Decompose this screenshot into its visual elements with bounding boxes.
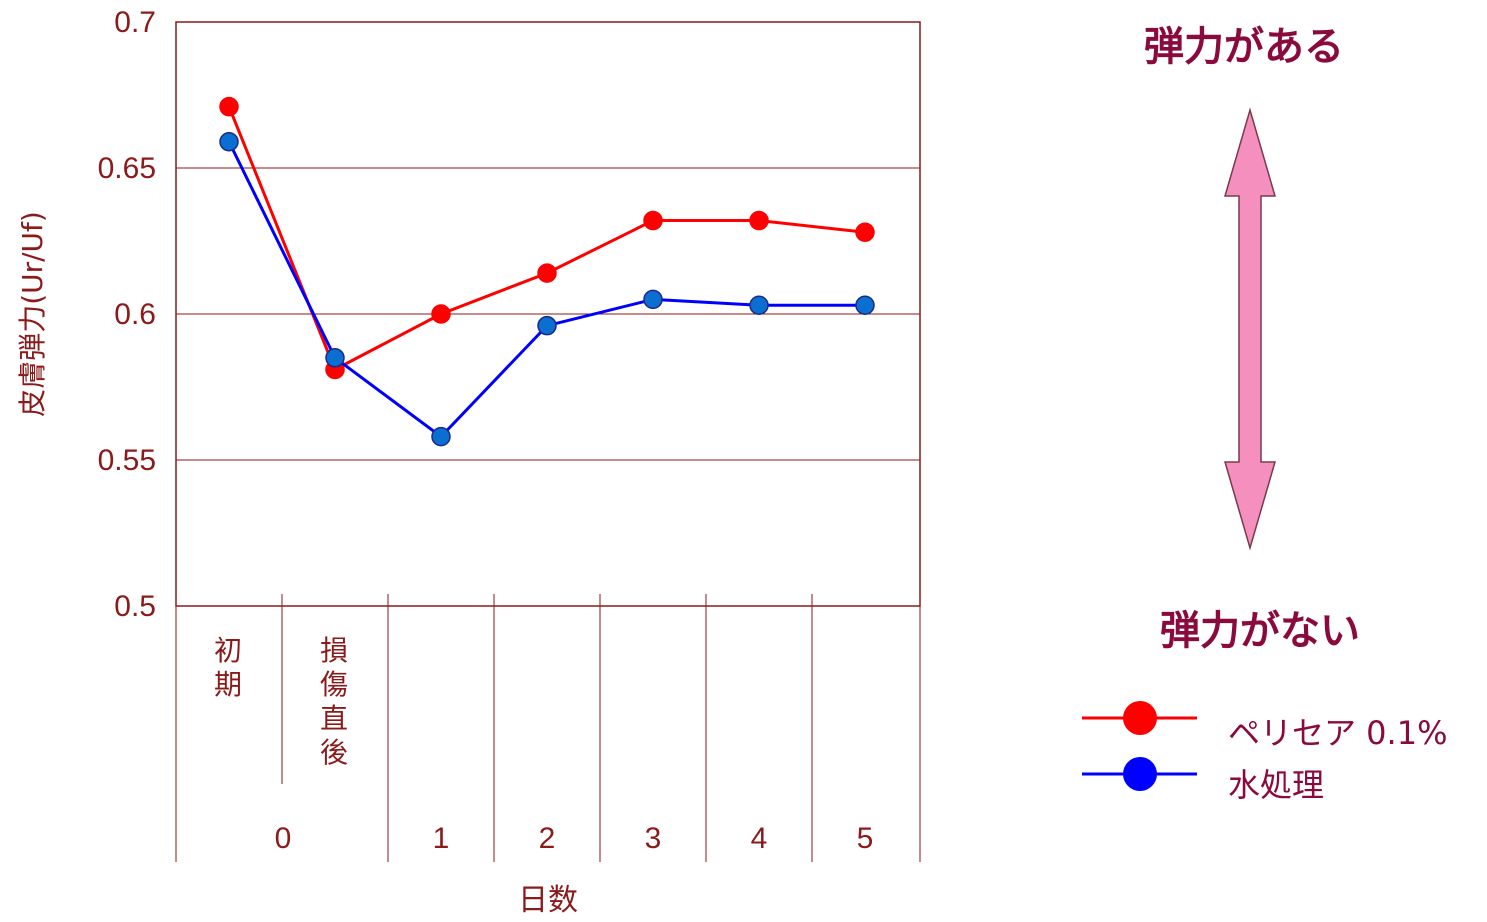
y-tick-label: 0.7 — [114, 6, 156, 39]
day-label: 1 — [433, 822, 450, 855]
category-area: 初期 損傷直後 0 1 2 3 4 5 — [175, 594, 921, 862]
category-label: 損傷直後 — [320, 634, 350, 769]
annotation-not-elastic: 弾力がない — [1160, 608, 1360, 654]
grid-lines — [176, 167, 920, 461]
y-tick-label: 0.5 — [114, 590, 156, 623]
day-label: 0 — [275, 822, 292, 855]
data-point — [219, 131, 239, 152]
data-point — [431, 304, 451, 324]
day-label: 5 — [857, 822, 874, 855]
data-point — [749, 210, 769, 231]
data-point — [325, 348, 345, 368]
double-arrow-icon — [1224, 107, 1276, 551]
y-tick-label: 0.65 — [98, 152, 156, 185]
y-tick-labels: 0.5 0.55 0.6 0.65 0.7 — [98, 6, 156, 623]
legend-label-water: 水処理 — [1228, 766, 1325, 804]
y-axis-label: 皮膚弾力(Ur/Uf) — [16, 211, 49, 417]
y-tick-label: 0.55 — [98, 444, 156, 477]
data-point — [749, 295, 769, 315]
data-point — [537, 263, 557, 283]
y-tick-label: 0.6 — [114, 298, 156, 331]
data-point — [537, 315, 557, 336]
series-group — [219, 96, 875, 447]
x-axis-label: 日数 — [518, 883, 578, 918]
day-label: 4 — [751, 822, 768, 855]
day-label: 2 — [539, 822, 556, 855]
plot-frame — [175, 21, 921, 607]
annotation-elastic: 弾力がある — [1144, 24, 1344, 70]
data-point — [855, 295, 875, 315]
data-point — [219, 96, 239, 117]
legend-marker — [1123, 701, 1157, 735]
data-point — [643, 210, 663, 231]
data-point — [431, 426, 451, 447]
category-label: 初期 — [214, 634, 244, 701]
day-label: 3 — [645, 822, 662, 855]
legend-label-periseal: ペリセア 0.1% — [1228, 714, 1448, 752]
data-point — [855, 222, 875, 242]
data-point — [643, 289, 663, 310]
legend-marker — [1123, 757, 1157, 791]
legend-marks — [1082, 701, 1197, 791]
series-line-1 — [227, 141, 865, 439]
